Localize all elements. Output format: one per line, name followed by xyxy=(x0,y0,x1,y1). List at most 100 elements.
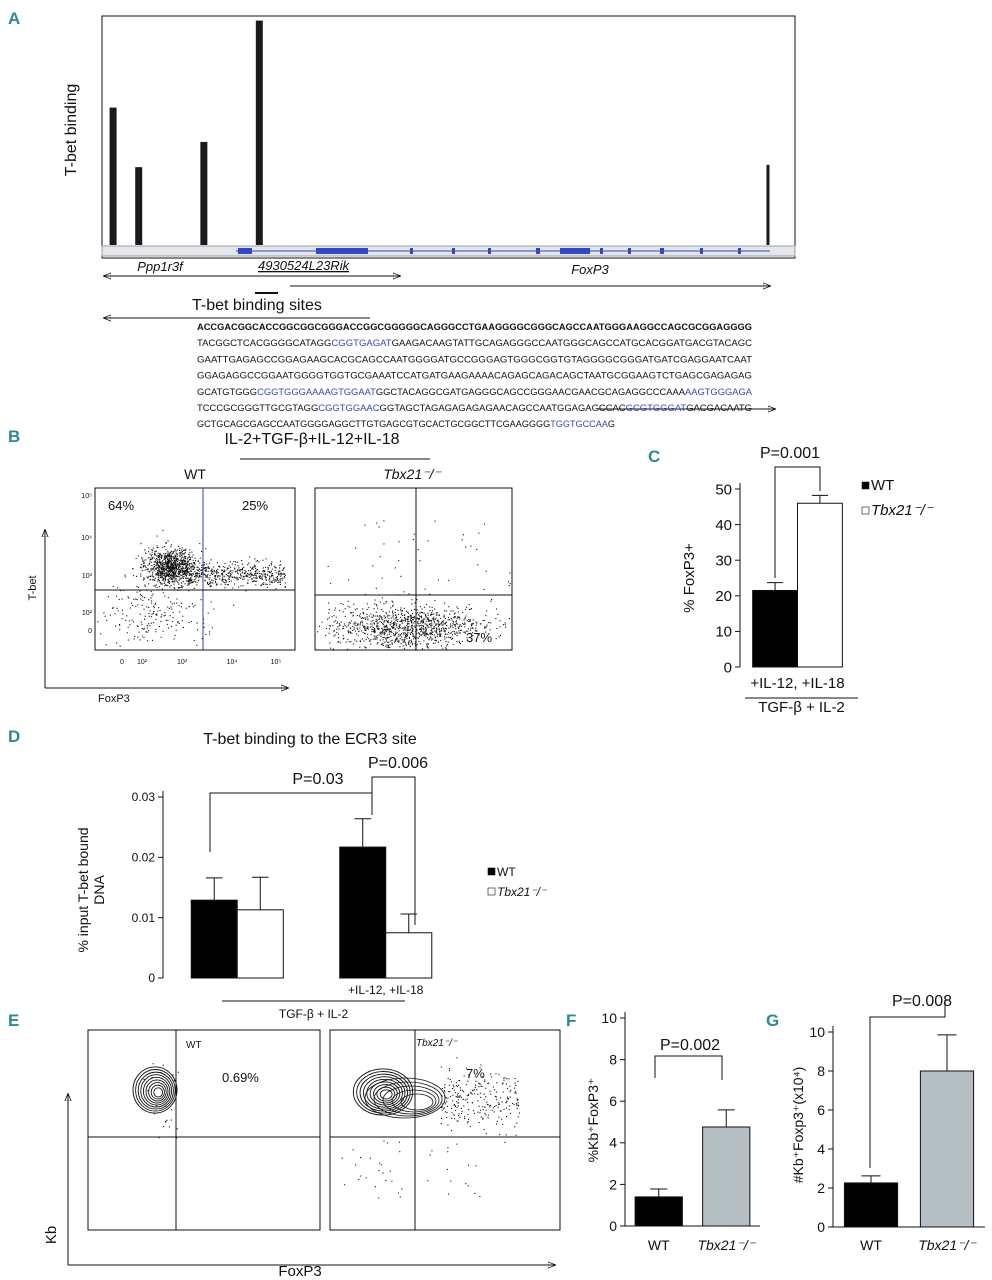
event-dot xyxy=(175,558,177,560)
event-dot xyxy=(282,567,284,569)
event-dot xyxy=(246,575,248,577)
event-dot xyxy=(192,559,194,561)
event-dot xyxy=(170,584,172,586)
event-dot xyxy=(172,572,174,574)
error-bar xyxy=(767,582,784,591)
event-dot xyxy=(266,574,268,576)
event-dot xyxy=(150,622,152,624)
event-dot xyxy=(379,1162,381,1164)
event-dot xyxy=(359,613,361,615)
event-dot xyxy=(419,628,421,630)
event-dot xyxy=(170,571,172,573)
event-dot xyxy=(133,638,135,640)
event-dot xyxy=(157,555,159,557)
event-dot xyxy=(158,569,160,571)
event-dot xyxy=(255,575,257,577)
event-dot xyxy=(457,1093,459,1095)
event-dot xyxy=(180,552,182,554)
event-dot xyxy=(161,575,163,577)
event-dot xyxy=(176,561,178,563)
event-dot xyxy=(178,573,180,575)
contour xyxy=(352,1068,414,1116)
event-dot xyxy=(367,619,369,621)
event-dot xyxy=(382,643,384,645)
event-dot xyxy=(204,567,206,569)
event-dot xyxy=(418,614,420,616)
event-dot xyxy=(185,566,187,568)
event-dot xyxy=(397,619,399,621)
event-dot xyxy=(438,628,440,630)
event-dot xyxy=(162,555,164,557)
event-dot xyxy=(158,574,160,576)
y-tick-label: 50 xyxy=(715,481,732,498)
event-dot xyxy=(157,569,159,571)
event-dot xyxy=(502,1082,504,1084)
event-dot xyxy=(452,1100,454,1102)
event-dot xyxy=(485,1087,487,1089)
event-dot xyxy=(454,616,456,618)
event-dot xyxy=(485,1109,487,1111)
event-dot xyxy=(440,617,442,619)
event-dot xyxy=(369,640,371,642)
event-dot xyxy=(372,626,374,628)
event-dot xyxy=(262,575,264,577)
event-dot xyxy=(261,584,263,586)
event-dot xyxy=(395,608,397,610)
event-dot xyxy=(178,583,180,585)
event-dot xyxy=(478,1082,480,1084)
y-axis-label: #Kb⁺Foxp3⁺(x10⁴) xyxy=(790,1067,806,1184)
event-dot xyxy=(391,1180,393,1182)
event-dot xyxy=(455,1109,457,1111)
event-dot xyxy=(399,1151,401,1153)
event-dot xyxy=(379,556,381,558)
event-dot xyxy=(184,560,186,562)
event-dot xyxy=(162,564,164,566)
event-dot xyxy=(402,622,404,624)
event-dot xyxy=(361,617,363,619)
event-dot xyxy=(411,622,413,624)
event-dot xyxy=(141,624,143,626)
event-dot xyxy=(175,629,177,631)
legend-label: Tbx21⁻/⁻ xyxy=(871,502,934,519)
event-dot xyxy=(155,564,157,566)
event-dot xyxy=(471,1102,473,1104)
event-dot xyxy=(453,616,455,618)
event-dot xyxy=(171,570,173,572)
event-dot xyxy=(391,643,393,645)
event-dot xyxy=(194,575,196,577)
event-dot xyxy=(451,625,453,627)
event-dot xyxy=(366,623,368,625)
event-dot xyxy=(167,568,169,570)
event-dot xyxy=(234,567,236,569)
event-dot xyxy=(176,580,178,582)
event-dot xyxy=(181,562,183,564)
event-dot xyxy=(505,1083,507,1085)
event-dot xyxy=(160,636,162,638)
event-dot xyxy=(207,583,209,585)
event-dot xyxy=(518,1112,520,1114)
event-dot xyxy=(255,560,257,562)
event-dot xyxy=(517,1099,519,1101)
event-dot xyxy=(160,557,162,559)
event-dot xyxy=(239,570,241,572)
event-dot xyxy=(405,620,407,622)
bracket xyxy=(869,1000,946,1168)
event-dot xyxy=(275,580,277,582)
event-dot xyxy=(224,570,226,572)
event-dot xyxy=(451,637,453,639)
event-dot xyxy=(245,574,247,576)
gene-label: FoxP3 xyxy=(571,262,609,277)
event-dot xyxy=(423,632,425,634)
event-dot xyxy=(160,583,162,585)
event-dot xyxy=(516,1107,518,1109)
event-dot xyxy=(375,615,377,617)
event-dot xyxy=(470,1092,472,1094)
event-dot xyxy=(165,1120,167,1122)
event-dot xyxy=(416,609,418,611)
event-dot xyxy=(133,621,135,623)
event-dot xyxy=(445,641,447,643)
event-dot xyxy=(170,567,172,569)
event-dot xyxy=(276,578,278,580)
event-dot xyxy=(470,1092,472,1094)
event-dot xyxy=(398,541,400,543)
